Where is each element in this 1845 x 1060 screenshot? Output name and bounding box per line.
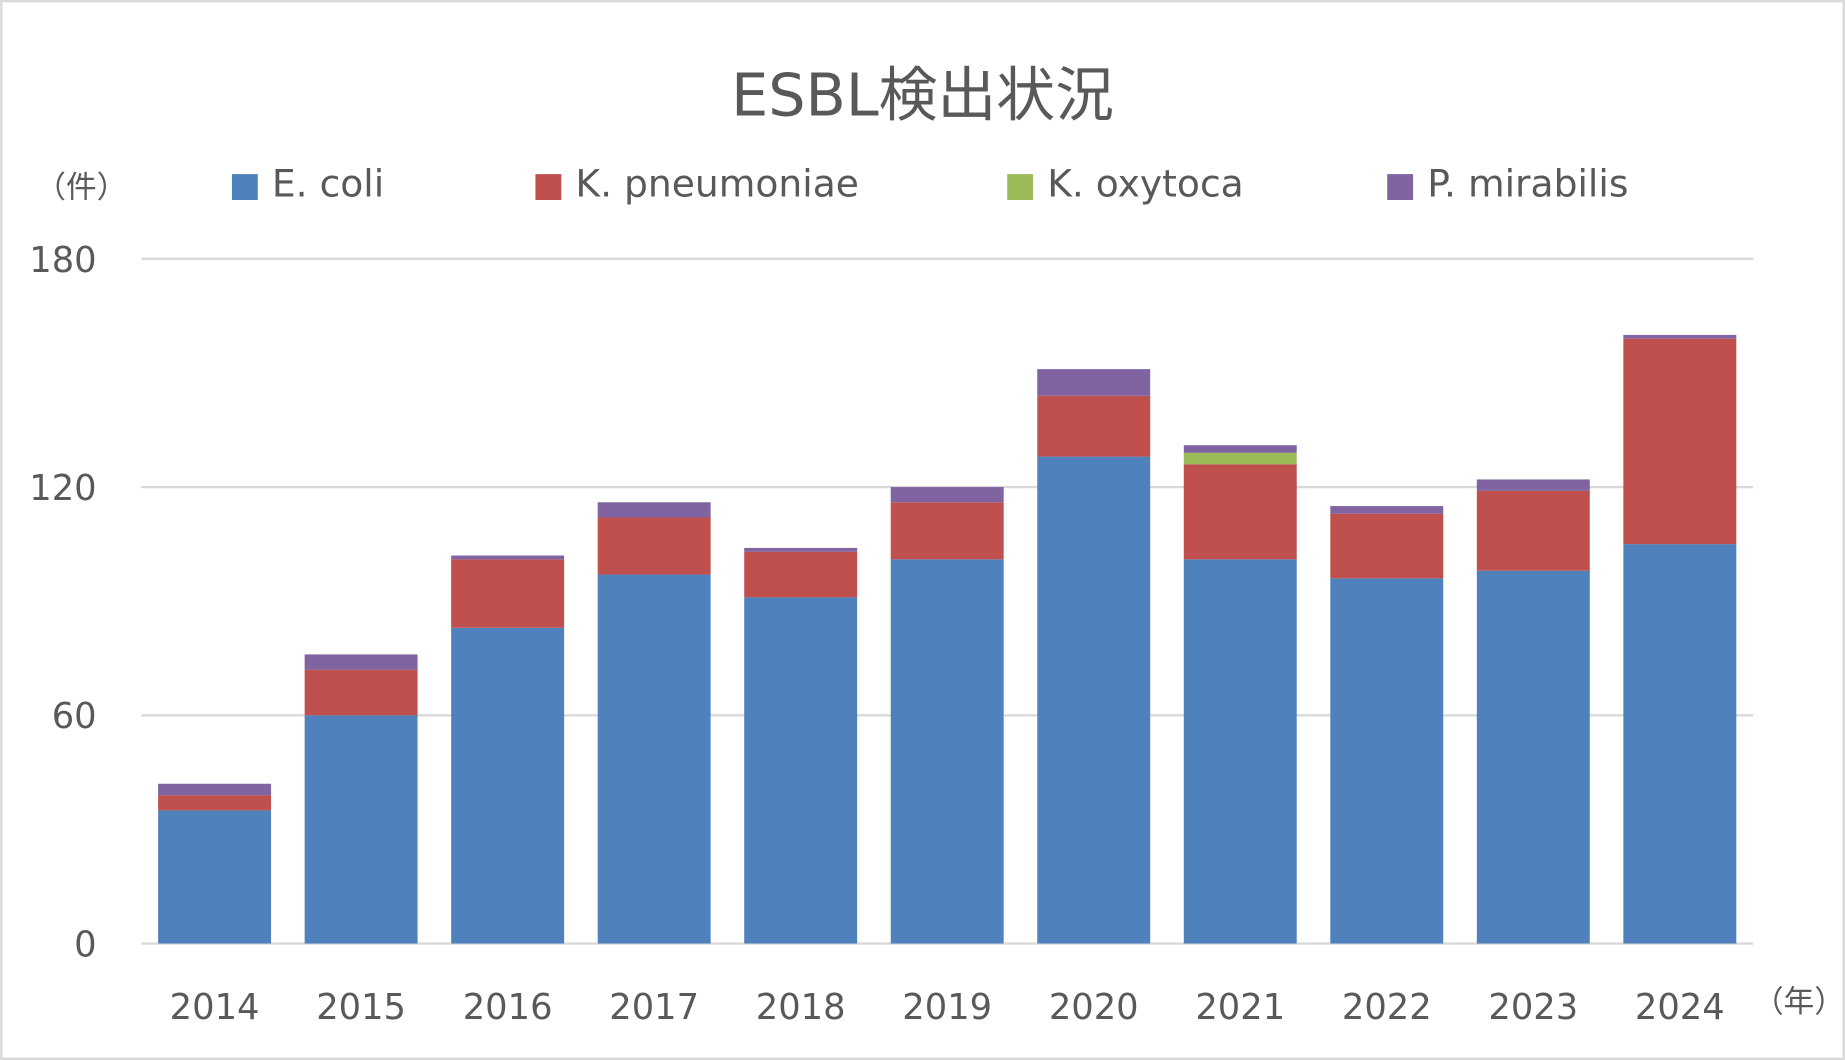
bar-segment-e-coli-2015	[304, 715, 418, 944]
x-tick-label: 2014	[170, 987, 260, 1028]
x-tick-label: 2015	[316, 987, 406, 1028]
bar-segment-p-mirabilis-2022	[1330, 506, 1444, 514]
bar-segment-p-mirabilis-2015	[304, 654, 418, 670]
bar-segment-e-coli-2021	[1183, 559, 1297, 944]
bar-segment-p-mirabilis-2017	[597, 502, 711, 518]
legend-swatch	[535, 174, 562, 200]
legend-swatch	[1007, 174, 1034, 200]
bar-segment-e-coli-2024	[1623, 544, 1737, 944]
y-tick-label: 120	[29, 468, 96, 509]
bar-segment-p-mirabilis-2014	[158, 783, 272, 796]
bar-segment-k-pneumoniae-2022	[1330, 513, 1444, 579]
bar-segment-k-pneumoniae-2016	[451, 559, 565, 628]
legend-swatch	[231, 174, 258, 200]
bar-segment-k-pneumoniae-2023	[1476, 490, 1590, 571]
bar-segment-k-oxytoca-2021	[1183, 452, 1297, 465]
bar-segment-k-pneumoniae-2017	[597, 517, 711, 575]
chart-title: ESBL検出状況	[731, 60, 1114, 129]
bar-segment-k-pneumoniae-2021	[1183, 464, 1297, 560]
bar-segment-p-mirabilis-2019	[890, 487, 1004, 503]
x-tick-label: 2020	[1049, 987, 1139, 1028]
bar-segment-e-coli-2017	[597, 574, 711, 944]
bar-segment-e-coli-2020	[1037, 456, 1151, 944]
legend-swatch	[1387, 174, 1414, 200]
y-axis-unit-label: （件）	[35, 171, 127, 206]
legend-label: K. oxytoca	[1047, 161, 1244, 205]
x-tick-label: 2016	[463, 987, 553, 1028]
bar-segment-k-pneumoniae-2014	[158, 795, 272, 811]
legend-label: K. pneumoniae	[575, 161, 859, 205]
legend-label: P. mirabilis	[1427, 161, 1628, 205]
y-tick-label: 60	[52, 696, 97, 737]
bar-segment-p-mirabilis-2023	[1476, 479, 1590, 491]
legend-label: E. coli	[272, 161, 384, 205]
x-tick-label: 2023	[1488, 987, 1578, 1028]
x-axis-unit-label: （年）	[1753, 985, 1845, 1020]
bar-segment-k-pneumoniae-2019	[890, 502, 1004, 560]
bar-segment-k-pneumoniae-2015	[304, 669, 418, 716]
bar-segment-p-mirabilis-2018	[744, 547, 858, 552]
x-tick-label: 2022	[1342, 987, 1432, 1028]
bar-segment-e-coli-2019	[890, 559, 1004, 944]
bar-segment-e-coli-2018	[744, 597, 858, 944]
bar-segment-e-coli-2016	[451, 627, 565, 944]
y-tick-label: 180	[29, 240, 96, 281]
bar-segment-p-mirabilis-2020	[1037, 369, 1151, 396]
x-tick-label: 2024	[1635, 987, 1725, 1028]
bar-segment-p-mirabilis-2024	[1623, 334, 1737, 339]
x-tick-label: 2018	[756, 987, 846, 1028]
bar-segment-p-mirabilis-2016	[451, 555, 565, 560]
bar-segment-e-coli-2022	[1330, 578, 1444, 944]
bar-segment-e-coli-2023	[1476, 570, 1590, 944]
bar-segment-k-pneumoniae-2024	[1623, 338, 1737, 545]
bar-segment-p-mirabilis-2021	[1183, 445, 1297, 453]
bar-segment-e-coli-2014	[158, 810, 272, 944]
bar-segment-k-pneumoniae-2018	[744, 551, 858, 598]
x-tick-label: 2019	[902, 987, 992, 1028]
x-tick-label: 2021	[1195, 987, 1285, 1028]
y-tick-label: 0	[74, 924, 96, 965]
x-tick-label: 2017	[609, 987, 699, 1028]
bar-segment-k-pneumoniae-2020	[1037, 395, 1151, 457]
